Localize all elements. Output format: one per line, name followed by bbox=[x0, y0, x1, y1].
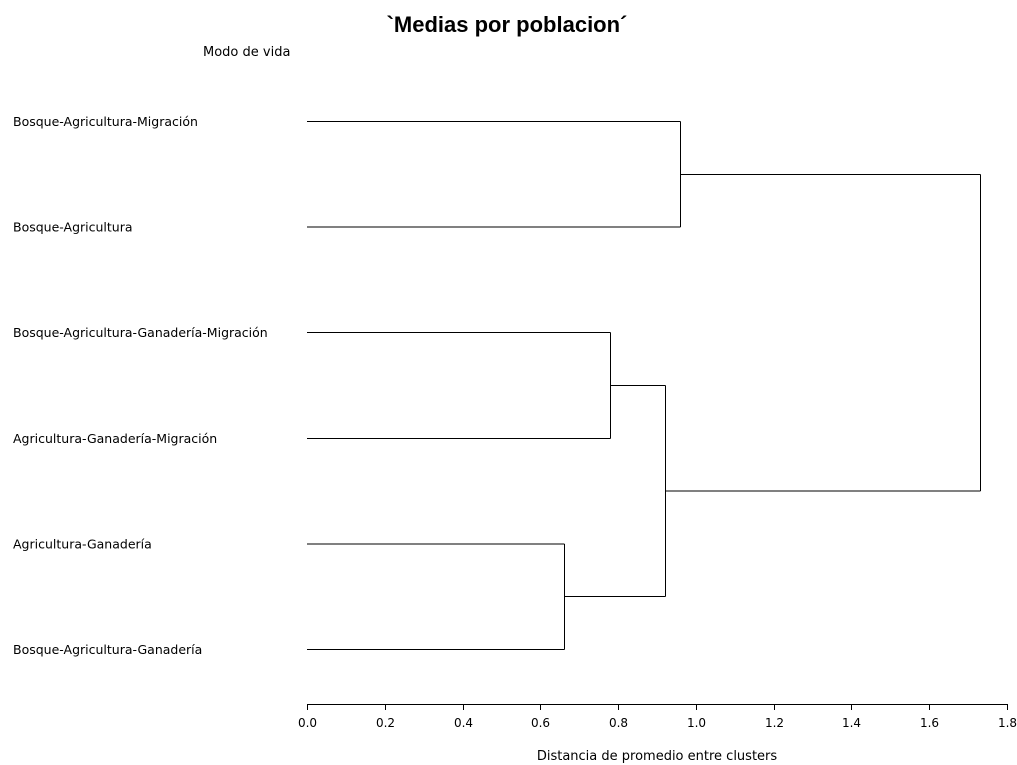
leaf-label: Bosque-Agricultura-Ganadería bbox=[13, 642, 202, 657]
y-caption: Modo de vida bbox=[203, 45, 290, 60]
x-tick-label: 1.6 bbox=[920, 716, 939, 730]
x-tick-label: 1.2 bbox=[765, 716, 784, 730]
x-tick-label: 0.0 bbox=[298, 716, 317, 730]
x-tick-label: 0.8 bbox=[609, 716, 628, 730]
x-tick-label: 1.4 bbox=[842, 716, 861, 730]
leaf-label: Bosque-Agricultura bbox=[13, 220, 133, 235]
chart-title: `Medias por poblacion´ bbox=[387, 12, 628, 37]
leaf-label: Agricultura-Ganadería-Migración bbox=[13, 431, 217, 446]
x-tick-label: 0.4 bbox=[454, 716, 473, 730]
x-tick-label: 0.2 bbox=[376, 716, 395, 730]
leaf-label: Bosque-Agricultura-Ganadería-Migración bbox=[13, 325, 268, 340]
x-tick-label: 0.6 bbox=[531, 716, 550, 730]
leaf-label: Agricultura-Ganadería bbox=[13, 536, 152, 551]
x-axis-label: Distancia de promedio entre clusters bbox=[537, 749, 778, 764]
x-tick-label: 1.0 bbox=[687, 716, 706, 730]
leaf-label: Bosque-Agricultura-Migración bbox=[13, 114, 198, 129]
x-tick-label: 1.8 bbox=[998, 716, 1017, 730]
